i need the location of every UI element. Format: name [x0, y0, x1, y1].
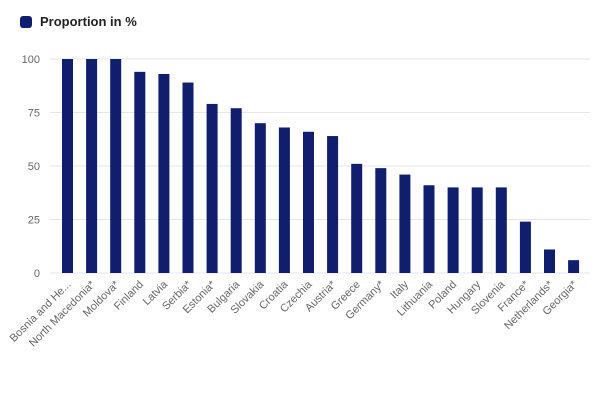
x-axis-labels: Bosnia and He...North Macedonia*Moldova*…: [8, 278, 581, 349]
bar[interactable]: [62, 59, 73, 273]
bar[interactable]: [399, 174, 411, 273]
bar[interactable]: [423, 185, 435, 273]
y-tick-label: 50: [28, 161, 40, 173]
bar[interactable]: [134, 71, 146, 273]
chart-legend: Proportion in %: [20, 14, 137, 29]
bar[interactable]: [206, 103, 218, 273]
bar[interactable]: [471, 187, 483, 273]
bar-layer: [62, 59, 580, 273]
y-tick-label: 0: [34, 268, 40, 280]
y-tick-label: 75: [28, 108, 40, 120]
bar[interactable]: [351, 163, 363, 273]
legend-swatch: [20, 15, 32, 28]
bar[interactable]: [447, 187, 459, 273]
bar[interactable]: [568, 260, 580, 273]
bar[interactable]: [86, 59, 98, 273]
bar[interactable]: [544, 249, 555, 273]
y-tick-label: 25: [28, 215, 40, 227]
grid-layer: [50, 58, 590, 274]
bar[interactable]: [327, 136, 339, 273]
y-tick-label: 100: [22, 54, 40, 66]
bar[interactable]: [495, 187, 507, 273]
bar[interactable]: [375, 168, 387, 273]
legend-label: Proportion in %: [40, 14, 137, 29]
y-axis-ticks: 0 25 50 75 100: [22, 54, 40, 280]
bar[interactable]: [110, 59, 122, 273]
bar[interactable]: [158, 73, 170, 273]
bar[interactable]: [254, 123, 266, 273]
bar[interactable]: [278, 127, 290, 273]
bar[interactable]: [182, 82, 194, 273]
bar[interactable]: [519, 221, 531, 273]
bar[interactable]: [230, 108, 242, 273]
bar[interactable]: [303, 131, 314, 273]
